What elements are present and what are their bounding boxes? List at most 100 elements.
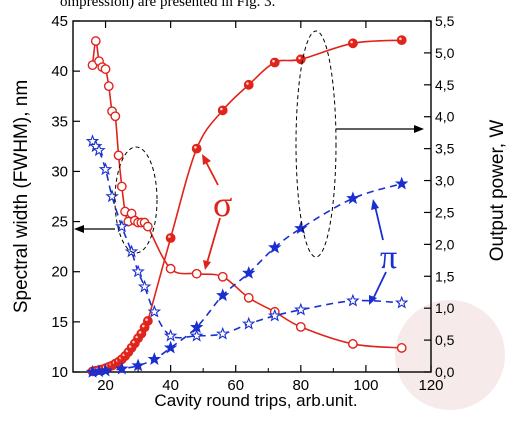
series-1-point-1	[90, 36, 101, 46]
series-0-point-17-highlight	[145, 318, 148, 321]
y-left-tick-label-1: 15	[51, 314, 68, 331]
series-0-point-22	[269, 57, 280, 68]
y-left-tick-label-6: 40	[51, 63, 68, 80]
series-1-point-7	[110, 111, 121, 122]
sigma-arrow-up-head	[202, 154, 211, 165]
series-1-point-18	[165, 263, 176, 274]
series-1-point-23	[295, 321, 306, 332]
series-0-point-13-highlight	[132, 340, 135, 344]
y-right-axis-label: Output power, W	[487, 120, 508, 262]
y-right-tick-label-10: 5,0	[435, 45, 455, 61]
series-3-point-11	[189, 328, 204, 342]
series-3-point-7	[131, 264, 145, 278]
y-left-tick-label-7: 45	[51, 13, 68, 30]
y-left-tick-label-3: 25	[51, 214, 68, 231]
series-0-point-19	[191, 143, 202, 154]
x-tick-label-3: 80	[292, 377, 309, 394]
y-right-tick-label-2: 1,0	[435, 300, 455, 316]
series-2-point-9	[242, 266, 256, 279]
series-3-point-6	[124, 244, 139, 258]
x-tick-label-4: 100	[353, 377, 378, 394]
series-0-point-17	[142, 316, 153, 326]
series-0-point-19-highlight	[194, 146, 197, 149]
series-0-point-20-highlight	[220, 107, 223, 111]
y-right-tick-label-7: 3,5	[435, 141, 455, 157]
series-0-point-18	[165, 233, 176, 243]
series-2-point-13	[394, 176, 409, 190]
caption-fragment: ompression) are presented in Fig. 3.	[60, 0, 276, 10]
sigma-arrow-down	[206, 217, 221, 264]
plot-frame	[72, 20, 432, 373]
y-left-tick-label-4: 30	[51, 163, 68, 180]
series-2-point-5	[147, 352, 162, 365]
series-3-point-0	[85, 134, 100, 148]
left-group-ellipse	[114, 146, 158, 254]
y-right-tick-label-6: 3,0	[435, 173, 455, 189]
series-2-point-10	[268, 240, 282, 254]
series-0-point-25-highlight	[399, 37, 402, 41]
series-3-point-12	[215, 326, 230, 340]
series-3-point-13	[242, 316, 256, 330]
series-3-point-8	[137, 279, 152, 293]
series-1-point-5	[103, 81, 114, 92]
sigma-arrow-down-head	[203, 260, 211, 270]
pi-arrow-up	[374, 205, 384, 241]
y-right-tick-label-5: 2,5	[435, 204, 455, 220]
series-3-line	[91, 140, 402, 339]
y-left-axis-label: Spectral width (FWHM), nm	[11, 80, 32, 313]
pi-annotation: π	[380, 239, 397, 276]
series-1-point-21	[243, 292, 254, 303]
series-3-point-10	[163, 328, 178, 342]
y-right-tick-label-8: 4,0	[435, 109, 455, 125]
pi-arrow-down	[372, 271, 387, 300]
series-0-point-22-highlight	[272, 59, 275, 63]
y-left-tick-label-5: 35	[51, 113, 68, 130]
series-0-point-15-highlight	[138, 331, 142, 334]
series-1-point-24	[347, 339, 358, 349]
watermark	[395, 300, 505, 410]
series-0-point-21-highlight	[246, 82, 249, 85]
series-2-point-8	[215, 288, 230, 302]
series-0-point-16-highlight	[142, 324, 145, 328]
series-0-point-25	[396, 35, 407, 46]
y-right-tick-label-9: 4,5	[435, 77, 455, 93]
series-0-point-18-highlight	[168, 235, 171, 238]
series-3-point-2	[92, 143, 106, 157]
x-tick-label-5: 120	[418, 377, 443, 394]
series-2-point-4	[131, 358, 145, 372]
series-3-point-5	[115, 219, 129, 233]
series-1-point-17	[142, 221, 153, 232]
series-1-point-20	[217, 271, 228, 282]
series-2-point-3	[115, 361, 129, 375]
series-2-point-2	[98, 363, 113, 377]
series-3-point-16	[346, 293, 360, 307]
series-1-point-25	[396, 343, 407, 353]
series-0-point-24	[347, 38, 358, 49]
y-right-tick-label-3: 1,5	[435, 268, 455, 284]
y-left-tick-label-0: 10	[51, 364, 68, 381]
sigma-arrow-up	[204, 159, 219, 186]
y-right-tick-label-1: 0,5	[435, 332, 455, 348]
left-axis-arrow-head	[74, 225, 84, 233]
x-tick-label-0: 20	[97, 377, 114, 394]
series-3-point-3	[98, 162, 113, 176]
series-3-point-17	[394, 295, 409, 309]
series-0-point-23-highlight	[298, 56, 301, 60]
series-3-point-9	[147, 304, 162, 318]
x-tick-label-2: 60	[227, 377, 244, 394]
series-3-point-14	[268, 308, 282, 322]
series-2-point-11	[294, 221, 308, 235]
series-2-point-12	[346, 191, 360, 205]
series-1-point-8	[113, 150, 124, 161]
sigma-annotation: σ	[213, 184, 232, 224]
series-0-point-21	[243, 79, 254, 90]
right-group-ellipse	[295, 30, 337, 258]
y-right-tick-label-4: 2,0	[435, 236, 455, 252]
series-3-point-4	[105, 189, 119, 203]
pi-arrow-down-head	[369, 295, 377, 305]
pi-arrow-up-head	[371, 199, 379, 210]
y-right-tick-label-0: 0,0	[435, 364, 455, 380]
series-2-point-6	[163, 340, 178, 354]
x-tick-label-1: 40	[162, 377, 179, 394]
